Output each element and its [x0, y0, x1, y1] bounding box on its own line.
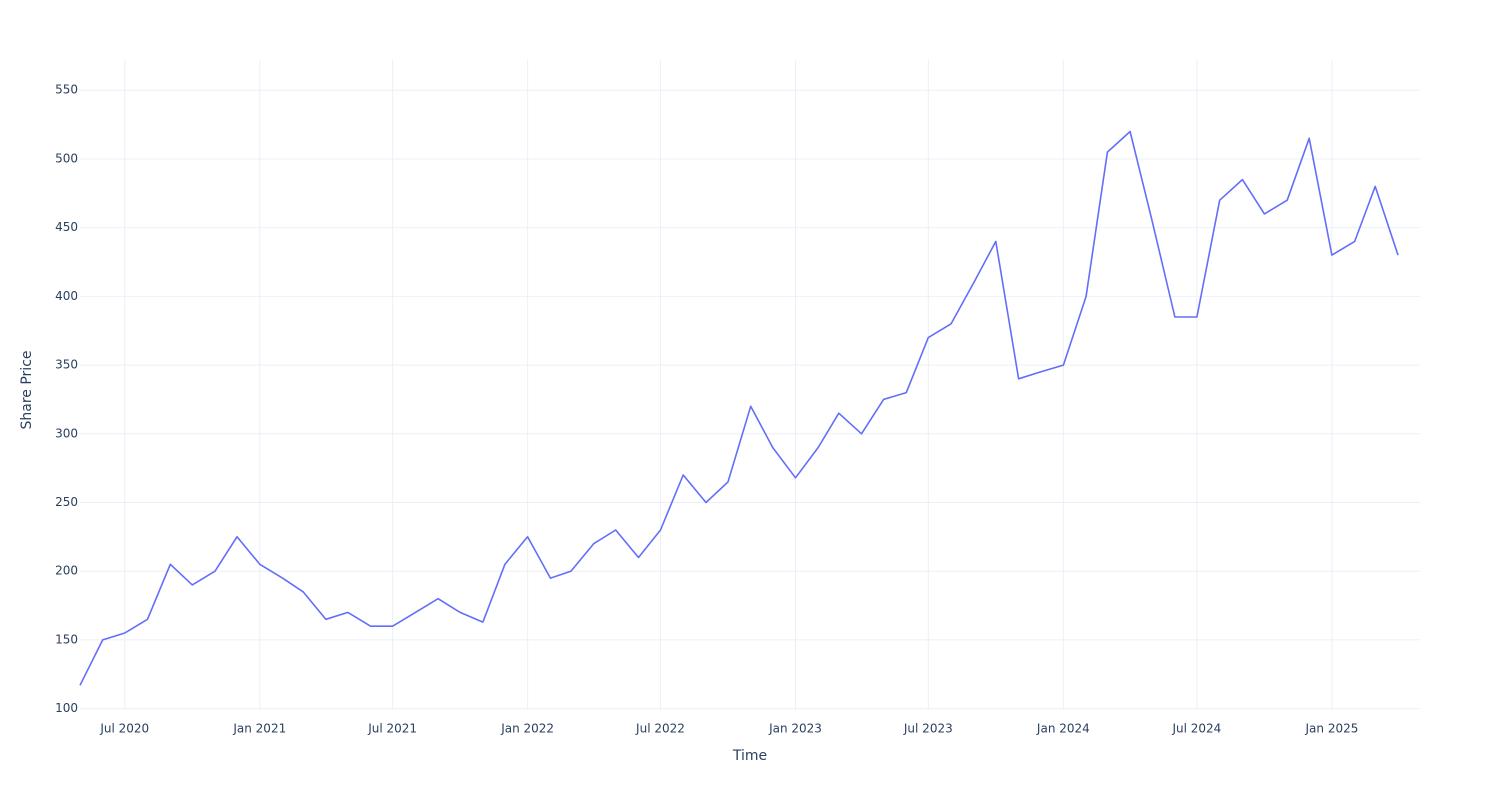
- y-tick-label: 400: [55, 289, 78, 303]
- x-tick-label: Jul 2020: [99, 722, 149, 736]
- x-tick-label: Jul 2021: [367, 722, 417, 736]
- x-axis-title: Time: [732, 748, 767, 764]
- y-tick-label: 200: [55, 564, 78, 578]
- y-tick-label: 250: [55, 495, 78, 509]
- y-tick-label: 100: [55, 701, 78, 715]
- y-tick-label: 450: [55, 220, 78, 234]
- y-tick-label: 550: [55, 83, 78, 97]
- y-axis-title: Share Price: [19, 350, 35, 429]
- x-tick-label: Jul 2022: [635, 722, 685, 736]
- x-tick-label: Jan 2023: [768, 722, 822, 736]
- y-tick-label: 300: [55, 426, 78, 440]
- x-tick-label: Jan 2025: [1305, 722, 1359, 736]
- x-tick-label: Jul 2024: [1171, 722, 1221, 736]
- x-tick-label: Jan 2024: [1036, 722, 1090, 736]
- x-tick-label: Jul 2023: [903, 722, 953, 736]
- y-tick-label: 150: [55, 632, 78, 646]
- y-tick-label: 500: [55, 151, 78, 165]
- y-tick-label: 350: [55, 358, 78, 372]
- price-line: [79, 130, 1399, 686]
- x-tick-label: Jan 2021: [232, 722, 286, 736]
- x-tick-label: Jan 2022: [500, 722, 554, 736]
